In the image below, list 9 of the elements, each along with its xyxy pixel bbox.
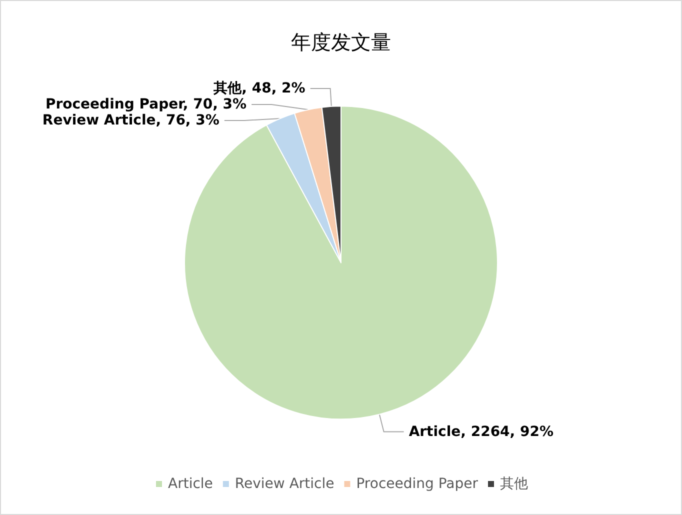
- data-label: 其他, 48, 2%: [212, 80, 306, 96]
- data-label: Article, 2264, 92%: [408, 424, 554, 440]
- legend-label: Article: [168, 476, 213, 492]
- data-label: Proceeding Paper, 70, 3%: [45, 96, 247, 112]
- chart-title: 年度发文量: [291, 30, 391, 54]
- legend-label: 其他: [500, 476, 528, 492]
- data-label: Review Article, 76, 3%: [42, 112, 220, 128]
- legend-label: Proceeding Paper: [356, 476, 478, 492]
- legend-label: Review Article: [234, 476, 334, 492]
